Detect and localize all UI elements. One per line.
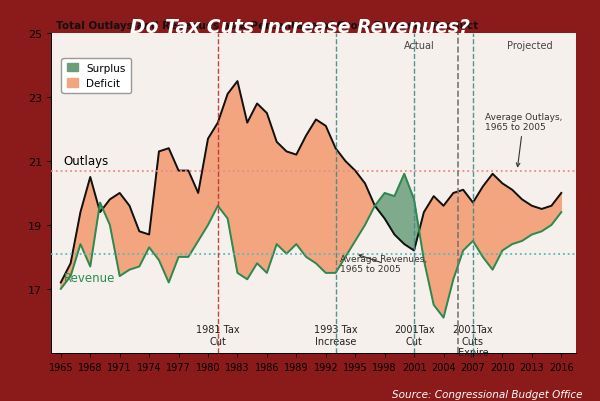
Text: Average Revenues,
1965 to 2005: Average Revenues, 1965 to 2005 — [340, 254, 428, 273]
Text: Actual: Actual — [404, 41, 434, 51]
Text: Outlays: Outlays — [64, 155, 109, 168]
Legend: Surplus, Deficit: Surplus, Deficit — [61, 59, 131, 94]
Text: Do Tax Cuts Increase Revenues?: Do Tax Cuts Increase Revenues? — [130, 18, 470, 37]
Text: Total Outlays and Revenues as a Percentage of Gross Domestic Product: Total Outlays and Revenues as a Percenta… — [56, 20, 479, 30]
Text: 2001Tax
Cuts
Expire: 2001Tax Cuts Expire — [452, 324, 493, 357]
Text: Source: Congressional Budget Office: Source: Congressional Budget Office — [392, 389, 582, 399]
Text: 1993 Tax
Increase: 1993 Tax Increase — [314, 324, 358, 346]
Text: 1981 Tax
Cut: 1981 Tax Cut — [196, 324, 239, 346]
Text: Projected: Projected — [508, 41, 553, 51]
Text: Average Outlays,
1965 to 2005: Average Outlays, 1965 to 2005 — [485, 112, 562, 167]
Text: Revenue: Revenue — [64, 271, 115, 284]
Text: 2001Tax
Cut: 2001Tax Cut — [394, 324, 434, 346]
